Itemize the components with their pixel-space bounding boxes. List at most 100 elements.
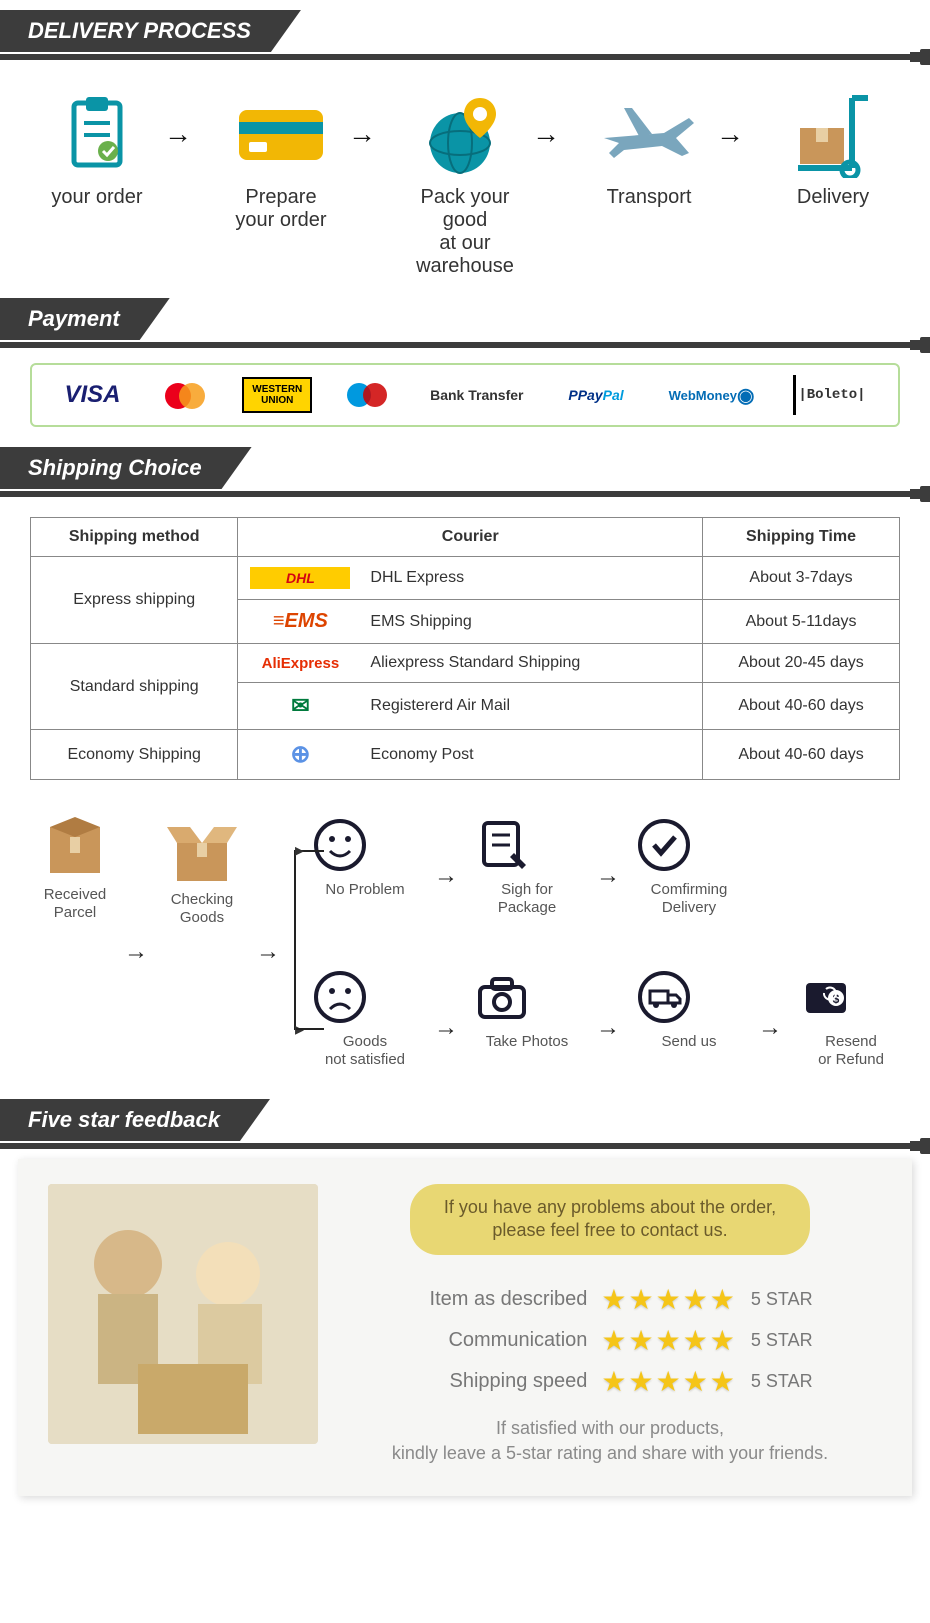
col-time: Shipping Time (703, 518, 900, 557)
feedback-title: Five star feedback (0, 1099, 270, 1141)
step-label: Pack your goodat our warehouse (398, 186, 532, 278)
courier-name: Aliexpress Standard Shipping (370, 654, 580, 672)
cell-courier: ⊕ Economy Post (238, 730, 703, 780)
table-head: Shipping method Courier Shipping Time (31, 518, 900, 557)
table-row: Economy Shipping ⊕ Economy Post About 40-60… (31, 730, 900, 780)
feedback-image-placeholder (48, 1184, 318, 1444)
cell-courier: DHL DHL Express (238, 557, 703, 600)
step-prepare: Prepareyour order (214, 88, 348, 232)
divider (0, 342, 930, 348)
delivery-title: DELIVERY PROCESS (0, 10, 301, 52)
courier-name: Registererd Air Mail (370, 697, 510, 715)
arrow-icon: → (596, 1014, 620, 1042)
dhl-logo: DHL (250, 567, 350, 589)
western-union-logo: WESTERN UNION (242, 377, 312, 413)
visa-logo: VISA (58, 375, 126, 415)
arrow-icon: → (758, 1014, 782, 1042)
no-problem: No Problem (310, 815, 420, 899)
col-courier: Courier (238, 518, 703, 557)
arrow-icon: → (532, 88, 582, 150)
sign-package: Sigh forPackage (472, 815, 582, 917)
col-method: Shipping method (31, 518, 238, 557)
step-order: your order (30, 88, 164, 209)
ems-logo: ≡EMS (250, 610, 350, 633)
rating-tag: 5 STAR (751, 1330, 813, 1351)
payment-strip: VISA WESTERN UNION Bank Transfer P PayPa… (30, 363, 900, 427)
mastercard-logo (159, 375, 209, 415)
feedback-panel: If you have any problems about the order… (18, 1159, 912, 1496)
checking-goods: CheckingGoods (162, 815, 242, 927)
cell-method: Economy Shipping (31, 730, 238, 780)
rating-label: Item as described (407, 1288, 587, 1311)
cell-time: About 40-60 days (703, 683, 900, 730)
received-parcel: ReceivedParcel (40, 815, 110, 922)
shipping-title: Shipping Choice (0, 447, 252, 489)
courier-name: Economy Post (370, 746, 473, 764)
courier-name: DHL Express (370, 569, 464, 587)
maestro-logo (345, 377, 391, 413)
boleto-logo: |Boleto| (793, 375, 871, 415)
plug-icon (910, 482, 930, 506)
step-label: your order (30, 186, 164, 209)
plug-icon (910, 1134, 930, 1158)
arrow-icon: → (434, 862, 458, 890)
step-label: Delivery (766, 186, 900, 209)
step-label: Prepareyour order (214, 186, 348, 232)
star-icons: ★★★★★ (601, 1365, 737, 1398)
clipboard-icon (30, 88, 164, 178)
arrow-icon: → (348, 88, 398, 150)
arrow-icon: → (124, 938, 148, 966)
rating-row: Communication★★★★★5 STAR (338, 1324, 882, 1357)
courier-name: EMS Shipping (370, 613, 471, 631)
cell-courier: AliExpress Aliexpress Standard Shipping (238, 644, 703, 683)
rating-tag: 5 STAR (751, 1289, 813, 1310)
plug-icon (910, 45, 930, 69)
aliexp-logo: AliExpress (250, 655, 350, 672)
shipping-table: Shipping method Courier Shipping Time Ex… (30, 517, 900, 780)
divider (0, 1143, 930, 1149)
payment-title: Payment (0, 298, 170, 340)
cell-courier: ≡EMS EMS Shipping (238, 600, 703, 644)
divider (0, 54, 930, 60)
process-row: your order → Prepareyour order → Pack yo… (0, 68, 930, 288)
star-icons: ★★★★★ (601, 1283, 737, 1316)
cell-method: Standard shipping (31, 644, 238, 730)
shipping-header: Shipping Choice (0, 447, 930, 497)
contact-pill: If you have any problems about the order… (410, 1184, 810, 1255)
plug-icon (910, 333, 930, 357)
table-row: Standard shippingAliExpressAliexpress St… (31, 644, 900, 683)
card-icon (214, 88, 348, 178)
cell-time: About 5-11days (703, 600, 900, 644)
rating-row: Item as described ★★★★★ 5 STAR (338, 1283, 882, 1316)
bank-transfer-label: Bank Transfer (424, 375, 529, 415)
receive-flow: ReceivedParcel → CheckingGoods → ▸▸ No P… (0, 805, 930, 1089)
cell-time: About 3-7days (703, 557, 900, 600)
cell-time: About 40-60 days (703, 730, 900, 780)
table-row: Express shippingDHLDHL ExpressAbout 3-7d… (31, 557, 900, 600)
cell-time: About 20-45 days (703, 644, 900, 683)
not-satisfied: Goodsnot satisfied (310, 967, 420, 1069)
take-photos: Take Photos (472, 967, 582, 1051)
feedback-header: Five star feedback (0, 1099, 930, 1149)
webmoney-logo: WebMoney ◉ (663, 375, 761, 415)
un-logo: ⊕ (250, 740, 350, 769)
globe-pin-icon (398, 88, 532, 178)
step-pack: Pack your goodat our warehouse (398, 88, 532, 278)
step-label: Transport (582, 186, 716, 209)
payment-header: Payment (0, 298, 930, 348)
send-us: Send us (634, 967, 744, 1051)
rating-tag: 5 STAR (751, 1371, 813, 1392)
plane-icon (582, 88, 716, 178)
post-logo: ✉ (250, 693, 350, 719)
paypal-logo: P PayPal (562, 375, 629, 415)
branch-split: ▸▸ (294, 850, 296, 1030)
confirm-delivery: ComfirmingDelivery (634, 815, 744, 917)
cell-method: Express shipping (31, 557, 238, 644)
feedback-content: If you have any problems about the order… (338, 1184, 882, 1466)
step-delivery: Delivery (766, 88, 900, 209)
arrow-icon: → (164, 88, 214, 150)
rating-label: Communication (407, 1329, 587, 1352)
step-transport: Transport (582, 88, 716, 209)
divider (0, 491, 930, 497)
arrow-icon: → (596, 862, 620, 890)
